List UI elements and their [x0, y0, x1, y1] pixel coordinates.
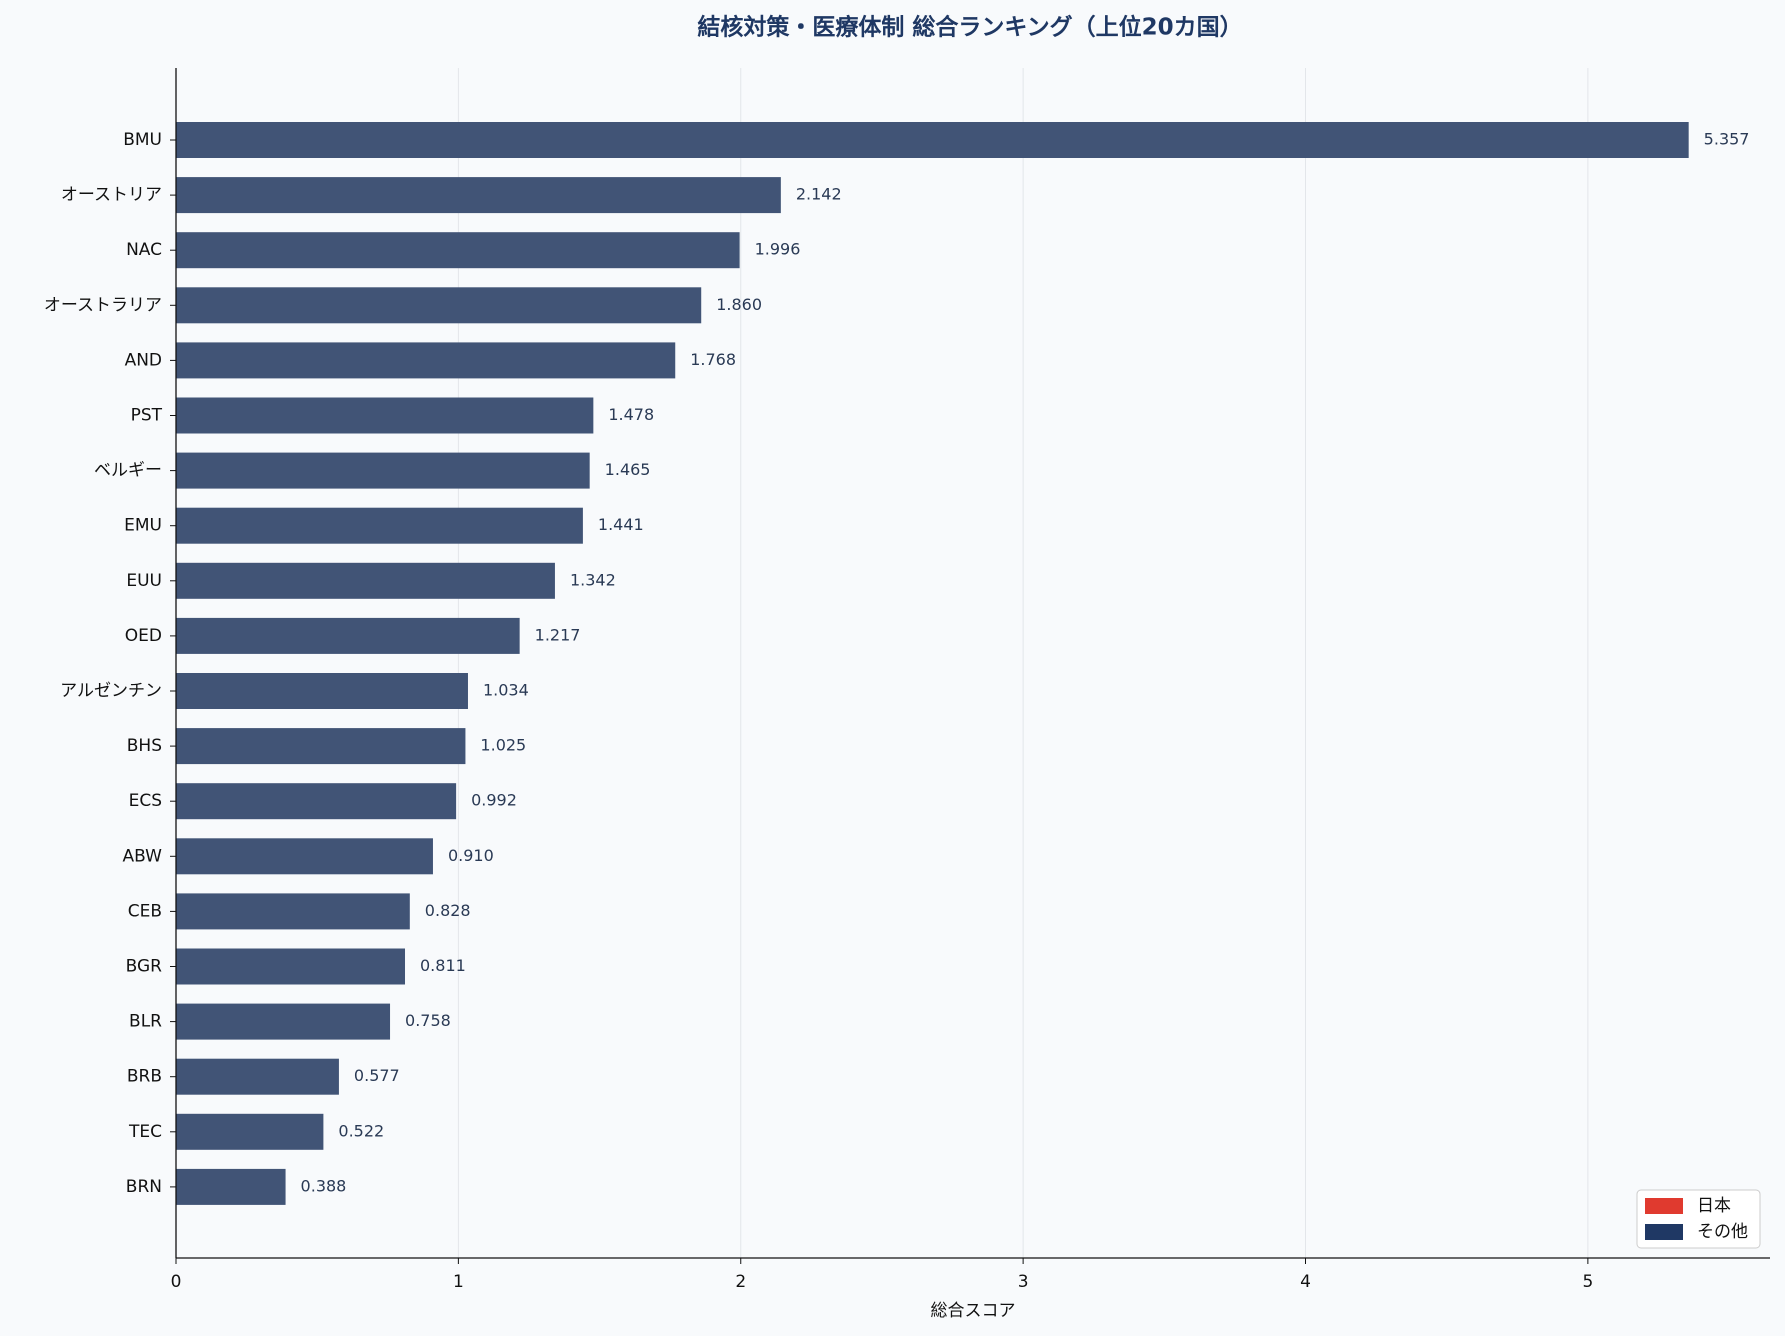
bar — [176, 1003, 391, 1040]
value-label: 1.996 — [755, 240, 801, 259]
value-label: 1.441 — [598, 515, 644, 534]
bar — [176, 122, 1689, 158]
y-tick-label: ABW — [123, 846, 163, 866]
bar — [176, 617, 520, 654]
bar — [176, 673, 468, 709]
y-tick-label: OED — [125, 626, 162, 646]
value-label: 1.034 — [483, 681, 529, 700]
x-tick-label: 3 — [1018, 1272, 1029, 1292]
y-tick-label: BGR — [126, 957, 163, 977]
value-label: 0.577 — [354, 1066, 400, 1085]
value-label: 5.357 — [1704, 130, 1750, 149]
value-label: 1.025 — [480, 736, 526, 755]
y-tick-label: アルゼンチン — [60, 681, 162, 701]
y-tick-label: AND — [125, 350, 162, 370]
bar — [176, 287, 702, 324]
value-label: 2.142 — [796, 185, 842, 204]
bar — [176, 342, 676, 379]
legend-label: その他 — [1697, 1222, 1748, 1242]
y-tick-label: BLR — [129, 1012, 162, 1032]
value-label: 0.388 — [301, 1176, 347, 1195]
x-tick-label: 0 — [171, 1272, 182, 1292]
bar — [176, 893, 410, 930]
y-tick-label: ECS — [129, 791, 162, 811]
value-label: 0.811 — [420, 956, 466, 975]
bar — [176, 783, 457, 820]
value-label: 1.860 — [716, 295, 762, 314]
x-axis-label: 総合スコア — [931, 1301, 1016, 1321]
chart-title: 結核対策・医療体制 総合ランキング（上位20カ国） — [697, 14, 1242, 41]
bar — [176, 232, 740, 269]
value-label: 0.992 — [471, 791, 517, 810]
bar — [176, 177, 781, 214]
y-tick-label: CEB — [128, 901, 162, 921]
y-tick-label: BHS — [127, 736, 162, 756]
bar — [176, 838, 433, 875]
bar — [176, 1113, 324, 1150]
legend-swatch — [1645, 1198, 1683, 1214]
x-tick-label: 1 — [453, 1272, 464, 1292]
value-label: 1.478 — [608, 405, 654, 424]
legend-label: 日本 — [1697, 1196, 1731, 1216]
y-tick-label: EUU — [126, 571, 162, 591]
value-label: 1.342 — [570, 570, 616, 589]
y-tick-label: BRB — [127, 1067, 162, 1087]
y-tick-label: BMU — [123, 130, 162, 150]
y-tick-label: BRN — [126, 1177, 162, 1197]
x-tick-label: 5 — [1582, 1272, 1593, 1292]
y-tick-label: TEC — [128, 1122, 162, 1142]
value-label: 1.465 — [605, 460, 651, 479]
value-label: 0.828 — [425, 901, 471, 920]
y-tick-label: ベルギー — [94, 461, 162, 481]
value-label: 1.217 — [535, 625, 581, 644]
legend-swatch — [1645, 1224, 1683, 1240]
bar — [176, 562, 555, 599]
bar — [176, 507, 583, 544]
value-label: 0.758 — [405, 1011, 451, 1030]
bar — [176, 452, 590, 489]
y-tick-label: オーストリア — [61, 185, 162, 205]
x-tick-label: 4 — [1300, 1272, 1311, 1292]
bar — [176, 1058, 339, 1095]
value-label: 0.522 — [338, 1121, 384, 1140]
value-label: 0.910 — [448, 846, 494, 865]
value-label: 1.768 — [690, 350, 736, 369]
bar — [176, 397, 594, 434]
bar — [176, 948, 406, 985]
y-tick-label: オーストラリア — [44, 295, 162, 315]
y-tick-label: NAC — [126, 240, 162, 260]
y-tick-label: EMU — [124, 516, 162, 536]
x-tick-label: 2 — [735, 1272, 746, 1292]
bar — [176, 728, 466, 765]
bar — [176, 1168, 286, 1205]
y-tick-label: PST — [131, 406, 163, 426]
